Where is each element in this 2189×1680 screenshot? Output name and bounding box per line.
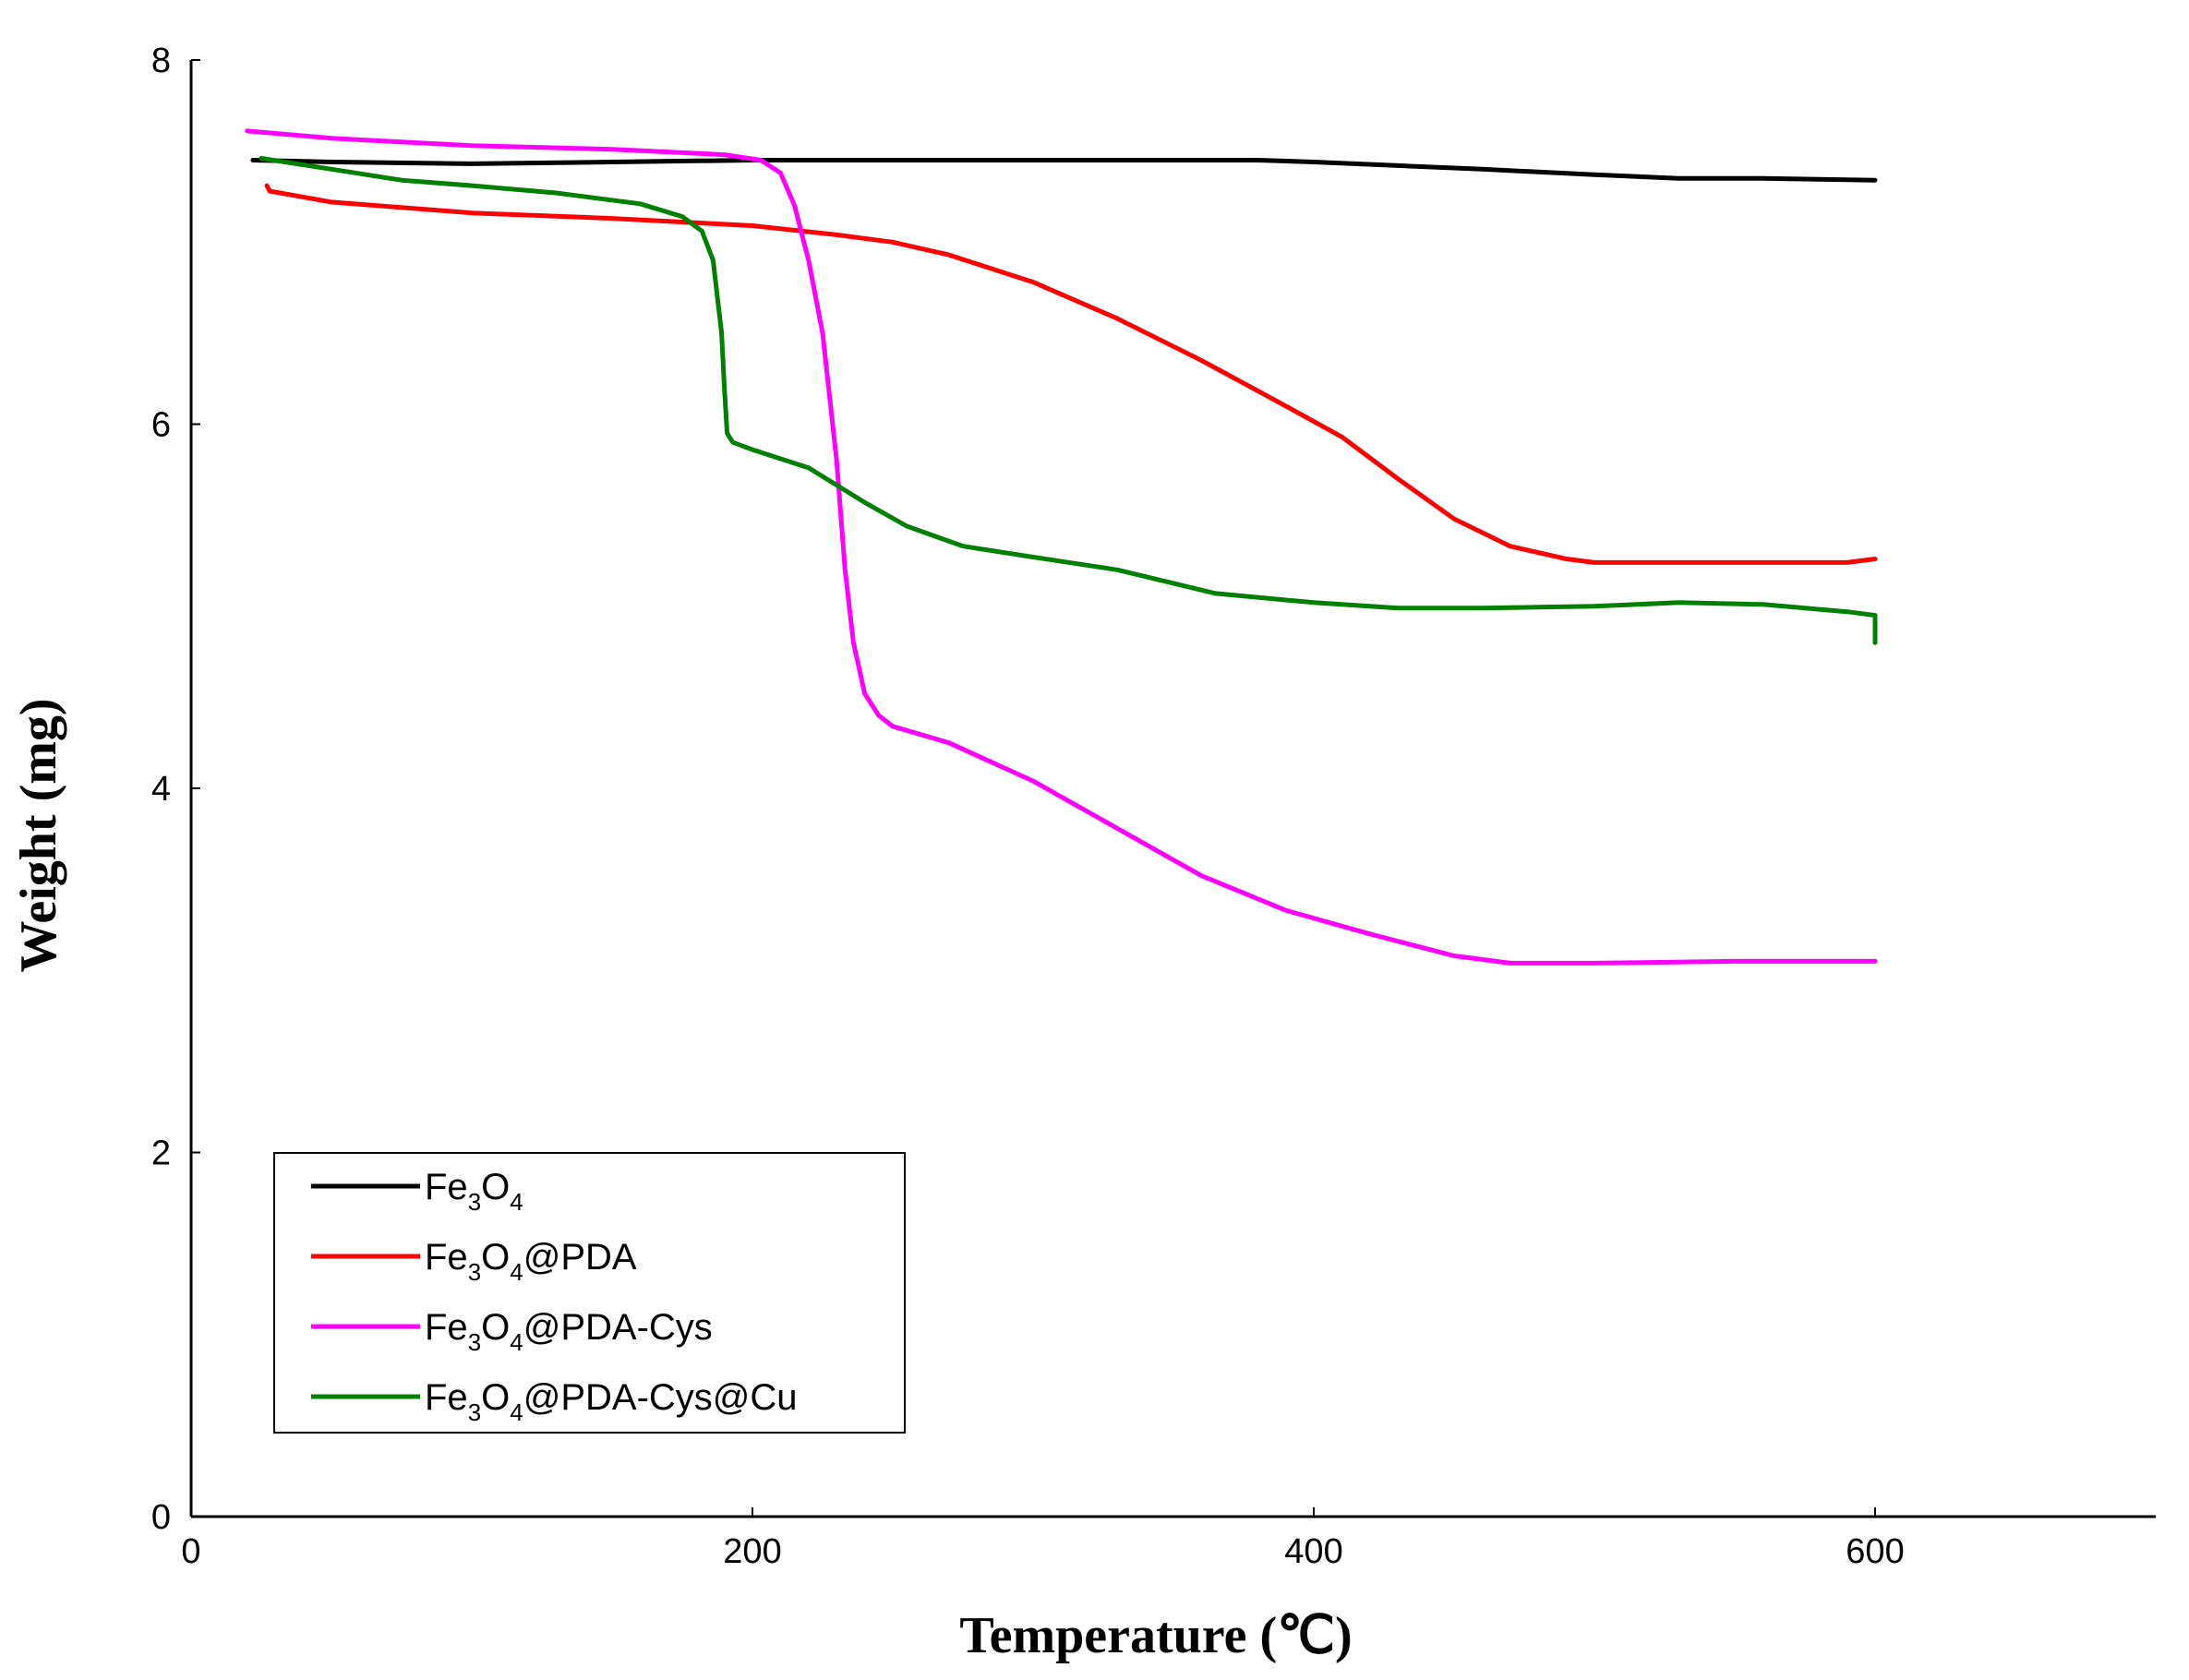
legend-label-2: Fe3O4@PDA bbox=[425, 1237, 637, 1286]
legend-label-3: Fe3O4@PDA-Cys bbox=[425, 1307, 713, 1356]
legend-label-1: Fe3O4 bbox=[425, 1167, 523, 1216]
x-tick-label: 0 bbox=[181, 1532, 200, 1571]
legend: Fe3O4 Fe3O4@PDA Fe3O4@PDA-Cys Fe3O4@PDA-Cys… bbox=[273, 1152, 906, 1434]
x-tick-label: 600 bbox=[1846, 1532, 1904, 1571]
y-tick-label: 8 bbox=[151, 42, 171, 80]
plot-area bbox=[245, 128, 1878, 966]
series-line-4 bbox=[259, 156, 1878, 645]
y-tick-label: 6 bbox=[151, 406, 171, 445]
axes: 0 200 400 600 0 2 4 6 8 bbox=[151, 42, 2156, 1571]
legend-box bbox=[273, 1152, 906, 1434]
x-axis-title: Temperature (℃) bbox=[959, 1607, 1352, 1664]
y-tick-label: 2 bbox=[151, 1134, 171, 1173]
series-line-2 bbox=[264, 183, 1878, 565]
y-tick-label: 0 bbox=[151, 1498, 171, 1537]
x-tick-label: 200 bbox=[723, 1532, 781, 1571]
legend-label-4: Fe3O4@PDA-Cys@Cu bbox=[425, 1377, 798, 1426]
y-tick-label: 4 bbox=[151, 770, 171, 809]
y-axis-title: Weight (mg) bbox=[10, 698, 67, 972]
x-tick-label: 400 bbox=[1284, 1532, 1342, 1571]
series-line-1 bbox=[250, 158, 1878, 183]
series-line-3 bbox=[245, 128, 1878, 966]
